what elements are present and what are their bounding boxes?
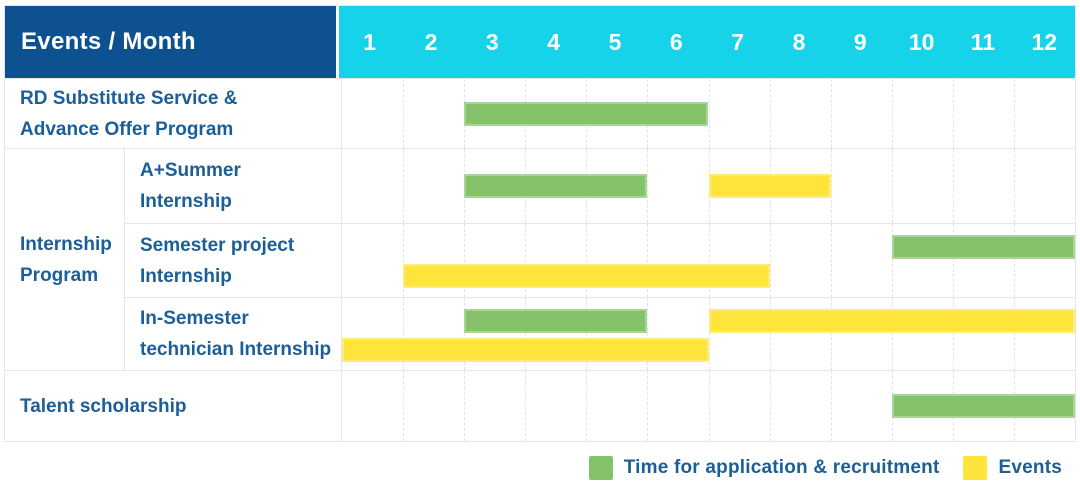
month-header-cell: 4 bbox=[547, 28, 561, 55]
chart-cell bbox=[342, 79, 1075, 148]
table-header-row: Events / Month 1 2 3 4 5 6 7 8 9 10 11 12 bbox=[5, 6, 1075, 78]
legend-item-events: Events bbox=[963, 456, 1062, 480]
row-label-semester-project: Semester project Internship bbox=[125, 224, 342, 297]
row-label-talent-scholarship: Talent scholarship bbox=[5, 371, 342, 441]
month-gridline bbox=[586, 371, 588, 441]
month-gridline bbox=[403, 79, 405, 148]
gantt-bar-yellow bbox=[708, 174, 831, 198]
month-gridline bbox=[464, 371, 466, 441]
chart-cell bbox=[342, 149, 1075, 223]
gantt-bar-yellow bbox=[403, 264, 770, 288]
month-gridline bbox=[952, 149, 954, 223]
month-gridline bbox=[708, 371, 710, 441]
gantt-bar-green bbox=[891, 235, 1075, 259]
month-gridline bbox=[891, 149, 893, 223]
chart-cell bbox=[342, 371, 1075, 441]
chart-cell bbox=[342, 298, 1075, 370]
months-header: 1 2 3 4 5 6 7 8 9 10 11 12 bbox=[339, 6, 1075, 78]
month-gridline bbox=[647, 371, 649, 441]
legend-label: Events bbox=[998, 457, 1062, 478]
month-gridline bbox=[403, 149, 405, 223]
chart-cell bbox=[342, 224, 1075, 297]
month-header-cell: 7 bbox=[731, 28, 745, 55]
legend-swatch-yellow bbox=[963, 456, 988, 480]
month-gridline bbox=[769, 79, 771, 148]
row-label-a-plus-summer: A+Summer Internship bbox=[125, 149, 342, 223]
gantt-bar-yellow bbox=[708, 309, 1075, 333]
row-label-in-semester-technician: In-Semester technician Internship bbox=[125, 298, 342, 370]
table-row: A+Summer Internship bbox=[125, 149, 1075, 223]
gantt-bar-green bbox=[464, 101, 709, 126]
gantt-bar-green bbox=[891, 394, 1075, 418]
month-gridline bbox=[525, 371, 527, 441]
legend: Time for application & recruitment Event… bbox=[0, 448, 1080, 488]
month-header-cell: 2 bbox=[424, 28, 438, 55]
legend-item-application: Time for application & recruitment bbox=[588, 456, 940, 480]
month-gridline bbox=[830, 149, 832, 223]
table-row: Talent scholarship bbox=[5, 370, 1075, 441]
month-gridline bbox=[830, 371, 832, 441]
table-row: Semester project Internship bbox=[125, 223, 1075, 297]
month-gridline bbox=[1013, 149, 1015, 223]
month-header-cell: 12 bbox=[1031, 28, 1058, 55]
gantt-bar-green bbox=[464, 309, 648, 333]
month-gridline bbox=[769, 224, 771, 297]
month-gridline bbox=[952, 79, 954, 148]
month-header-cell: 9 bbox=[853, 28, 867, 55]
table-row: In-Semester technician Internship bbox=[125, 297, 1075, 370]
table-row: RD Substitute Service & Advance Offer Pr… bbox=[5, 78, 1075, 148]
month-gridline bbox=[403, 371, 405, 441]
month-gridline bbox=[830, 224, 832, 297]
internship-program-group: Internship Program A+Summer Internship S… bbox=[5, 148, 1075, 370]
month-gridline bbox=[769, 371, 771, 441]
month-gridline bbox=[891, 79, 893, 148]
month-gridline bbox=[647, 149, 649, 223]
row-label-rd-substitute: RD Substitute Service & Advance Offer Pr… bbox=[5, 79, 342, 148]
month-gridline bbox=[1013, 79, 1015, 148]
group-label-internship-program: Internship Program bbox=[5, 149, 125, 370]
legend-label: Time for application & recruitment bbox=[623, 457, 940, 478]
month-header-cell: 11 bbox=[970, 28, 996, 55]
month-header-cell: 1 bbox=[363, 28, 377, 55]
gantt-bar-yellow bbox=[342, 338, 709, 362]
month-header-cell: 8 bbox=[792, 28, 806, 55]
gantt-table: Events / Month 1 2 3 4 5 6 7 8 9 10 11 12 RD Substi… bbox=[4, 5, 1076, 442]
month-header-cell: 6 bbox=[669, 28, 683, 55]
month-header-cell: 10 bbox=[908, 28, 935, 55]
month-header-cell: 3 bbox=[485, 28, 499, 55]
month-gridline bbox=[830, 79, 832, 148]
gantt-bar-green bbox=[464, 174, 648, 198]
month-header-cell: 5 bbox=[608, 28, 622, 55]
month-gridline bbox=[708, 79, 710, 148]
legend-swatch-green bbox=[588, 456, 613, 480]
header-title: Events / Month bbox=[5, 6, 339, 78]
